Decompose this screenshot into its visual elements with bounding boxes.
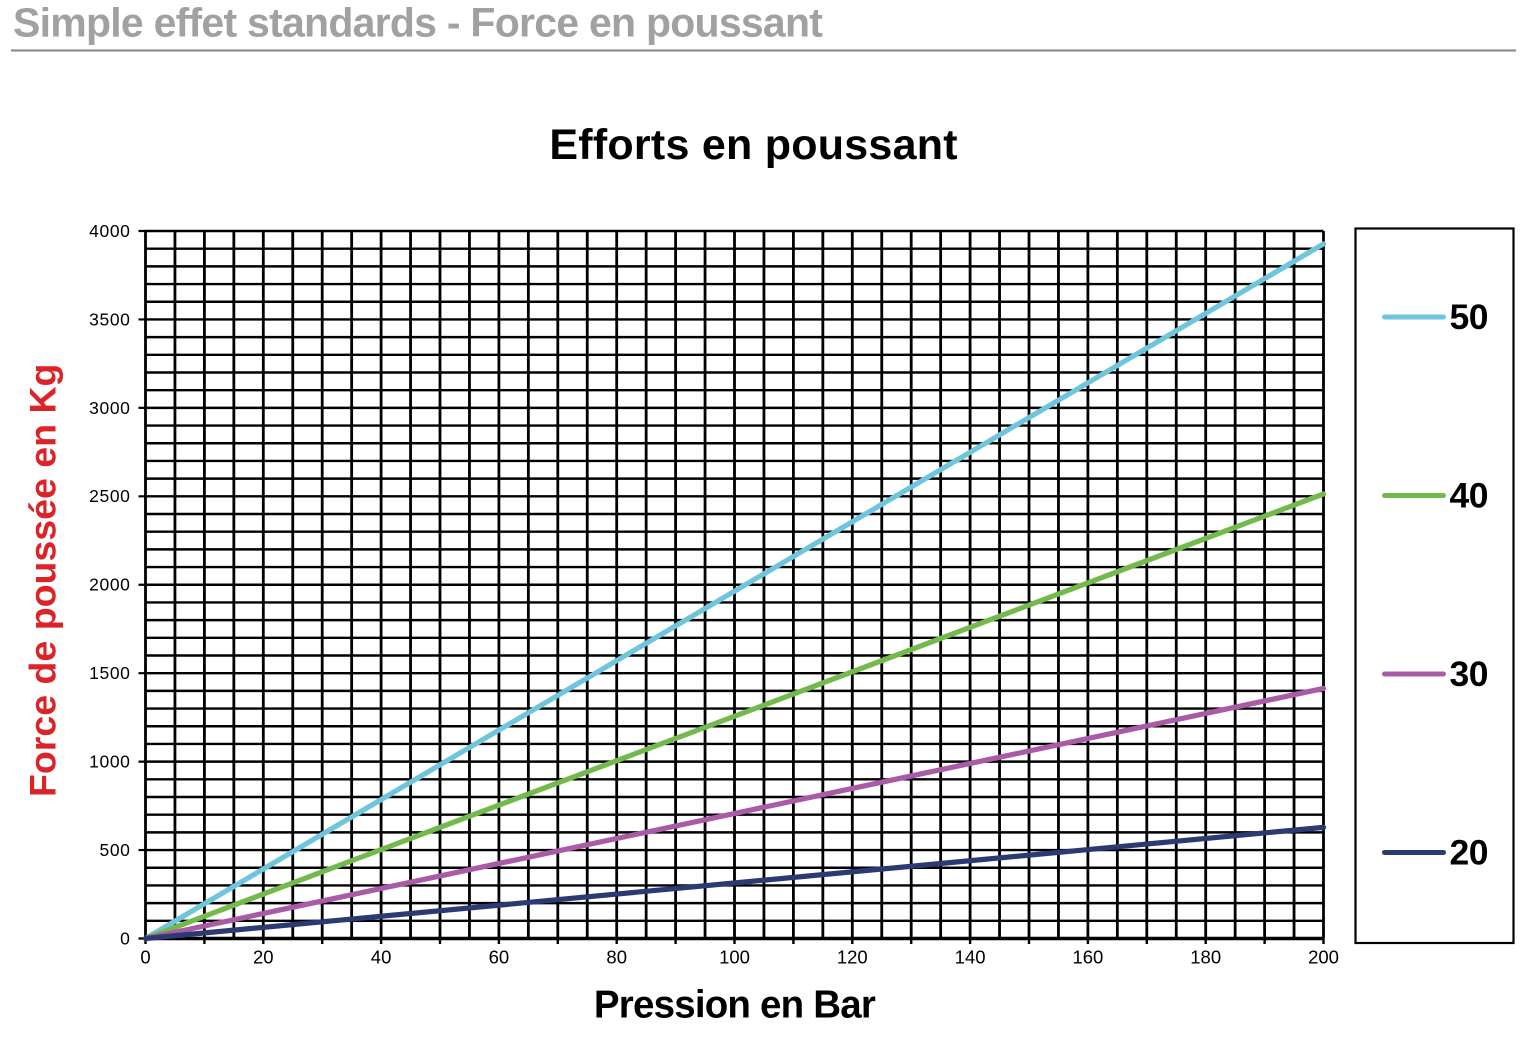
svg-text:2000: 2000 (89, 575, 130, 595)
svg-text:20: 20 (1450, 833, 1489, 873)
svg-text:3000: 3000 (89, 398, 130, 418)
svg-text:50: 50 (1450, 297, 1489, 337)
svg-text:30: 30 (1450, 654, 1489, 694)
svg-text:2500: 2500 (89, 486, 130, 506)
svg-text:200: 200 (1308, 947, 1339, 968)
svg-text:100: 100 (719, 947, 750, 968)
svg-text:Simple effet standards - Force: Simple effet standards - Force en poussa… (13, 0, 823, 46)
svg-text:4000: 4000 (89, 221, 130, 241)
svg-text:20: 20 (253, 947, 274, 968)
svg-text:3500: 3500 (89, 309, 130, 329)
svg-text:160: 160 (1072, 947, 1103, 968)
svg-text:500: 500 (100, 840, 131, 860)
svg-text:0: 0 (140, 947, 150, 968)
svg-text:Force de poussée en Kg: Force de poussée en Kg (22, 364, 64, 797)
svg-text:40: 40 (371, 947, 392, 968)
svg-text:140: 140 (955, 947, 986, 968)
svg-text:1000: 1000 (89, 752, 130, 772)
svg-text:120: 120 (837, 947, 868, 968)
svg-text:180: 180 (1190, 947, 1221, 968)
svg-text:40: 40 (1450, 476, 1489, 516)
svg-text:60: 60 (489, 947, 510, 968)
svg-text:0: 0 (120, 928, 130, 948)
svg-text:Pression en Bar: Pression en Bar (594, 984, 876, 1027)
svg-text:1500: 1500 (89, 663, 130, 683)
svg-text:80: 80 (606, 947, 627, 968)
svg-text:Efforts en poussant: Efforts en poussant (549, 121, 958, 169)
